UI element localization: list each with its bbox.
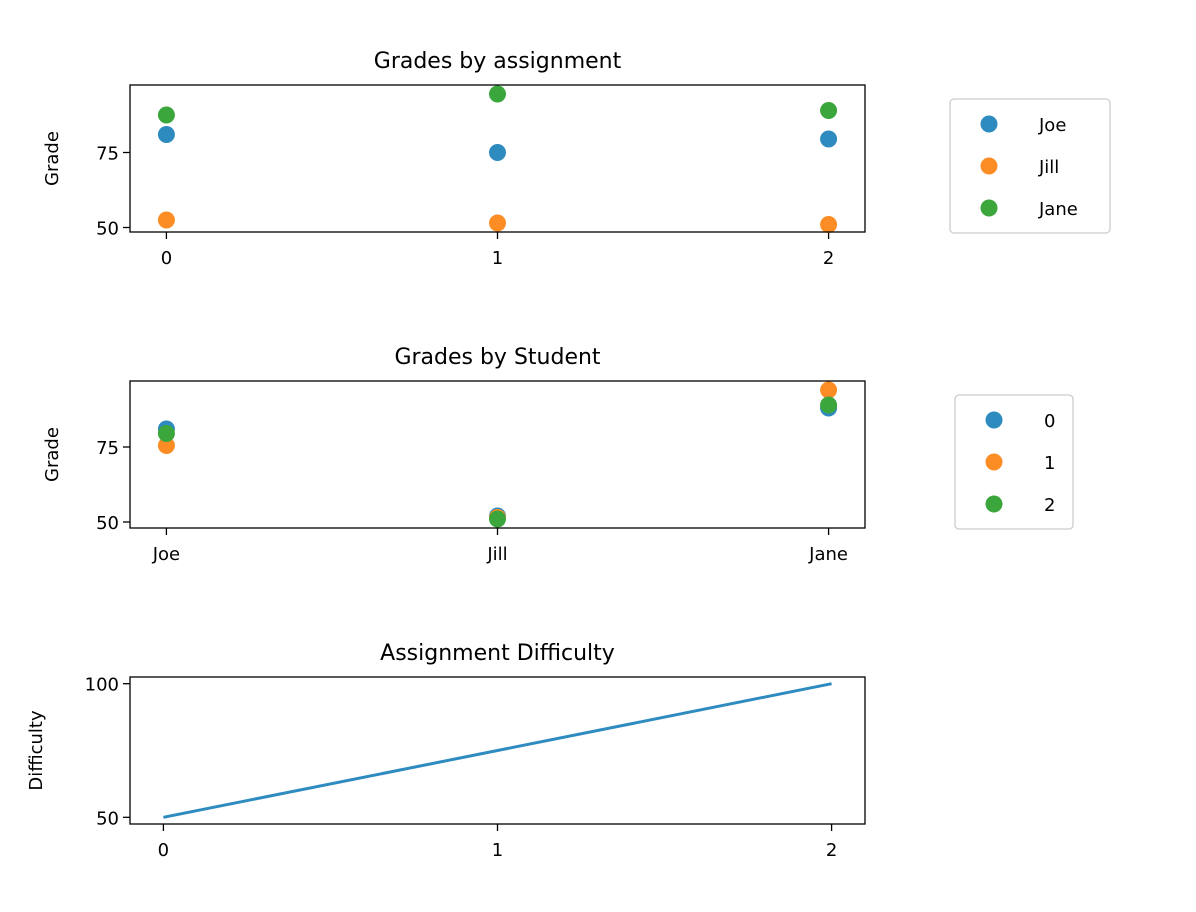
legend-frame [954, 394, 1074, 530]
legend-label: 0 [1044, 411, 1055, 432]
scatter-point [489, 144, 506, 161]
legend-label: Joe [1038, 115, 1066, 136]
scatter-point [489, 214, 506, 232]
legend-marker [985, 495, 1003, 513]
legend: 0 1 2 [954, 394, 1074, 530]
legend-label: 2 [1044, 495, 1055, 516]
plot-frame [129, 676, 866, 825]
scatter-point [157, 437, 175, 454]
legend-marker [985, 453, 1003, 471]
x-tick-label: 1 [492, 840, 503, 861]
x-tick-label: 1 [492, 248, 503, 269]
x-tick-label: 2 [823, 248, 834, 269]
chart-assignment-difficulty: Assignment Difficulty Difficulty 0 1 2 50 100 [26, 641, 866, 861]
y-tick-label: 50 [96, 513, 119, 534]
legend-label: Jane [1038, 199, 1078, 220]
scatter-point [489, 510, 506, 528]
x-tick-label: 0 [161, 248, 172, 269]
x-tick-label: Jane [808, 544, 848, 565]
y-tick-label: 75 [96, 438, 119, 459]
x-tick-label: 2 [826, 840, 837, 861]
legend-label: Jill [1038, 157, 1059, 178]
scatter-point [157, 425, 175, 442]
scatter-point [820, 381, 838, 399]
legend-marker [980, 199, 998, 217]
chart-title: Grades by Student [394, 345, 600, 370]
x-tick-label: Jill [486, 544, 507, 565]
plot-frame [129, 380, 866, 529]
chart-title: Grades by assignment [374, 49, 622, 74]
legend-frame [949, 98, 1111, 234]
scatter-point [489, 85, 506, 103]
legend-marker [980, 115, 998, 133]
y-tick-label: 50 [96, 808, 119, 829]
y-axis-label: Grade [42, 427, 63, 482]
y-tick-label: 75 [96, 144, 119, 165]
legend-label: 1 [1044, 453, 1055, 474]
x-tick-label: 0 [158, 840, 169, 861]
plot-frame [129, 84, 866, 233]
scatter-point [157, 106, 175, 124]
scatter-point [820, 102, 838, 119]
chart-title: Assignment Difficulty [380, 641, 615, 666]
y-tick-label: 50 [96, 219, 119, 240]
y-axis-label: Difficulty [26, 710, 47, 791]
series-line [163, 682, 832, 819]
legend: Joe Jill Jane [949, 98, 1111, 234]
y-tick-label: 100 [85, 675, 119, 696]
scatter-point [820, 130, 838, 148]
scatter-point [820, 216, 838, 233]
scatter-point [157, 126, 175, 143]
chart-grades-by-student: Grades by Student Grade Joe Jill Jane 50 75 0 1 2 [42, 345, 1074, 565]
scatter-point [157, 211, 175, 229]
y-axis-label: Grade [42, 131, 63, 186]
legend-marker [985, 411, 1003, 429]
legend-marker [980, 157, 998, 175]
scatter-point [820, 396, 838, 414]
x-tick-label: Joe [152, 544, 180, 565]
